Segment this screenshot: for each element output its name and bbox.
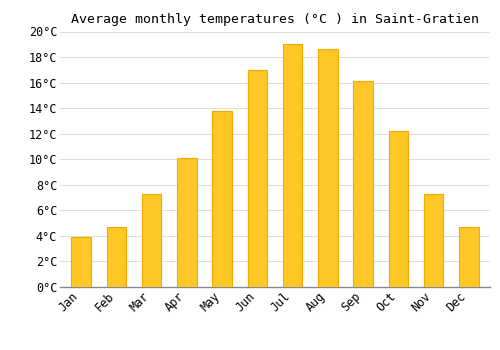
Bar [212,111,232,287]
Bar [72,237,91,287]
Bar [459,227,478,287]
Bar [177,158,197,287]
Bar [424,194,444,287]
Bar [388,131,408,287]
Title: Average monthly temperatures (°C ) in Saint-Gratien: Average monthly temperatures (°C ) in Sa… [71,13,479,26]
Bar [318,49,338,287]
Bar [142,194,162,287]
Bar [106,227,126,287]
Bar [283,44,302,287]
Bar [248,70,267,287]
Bar [354,81,373,287]
